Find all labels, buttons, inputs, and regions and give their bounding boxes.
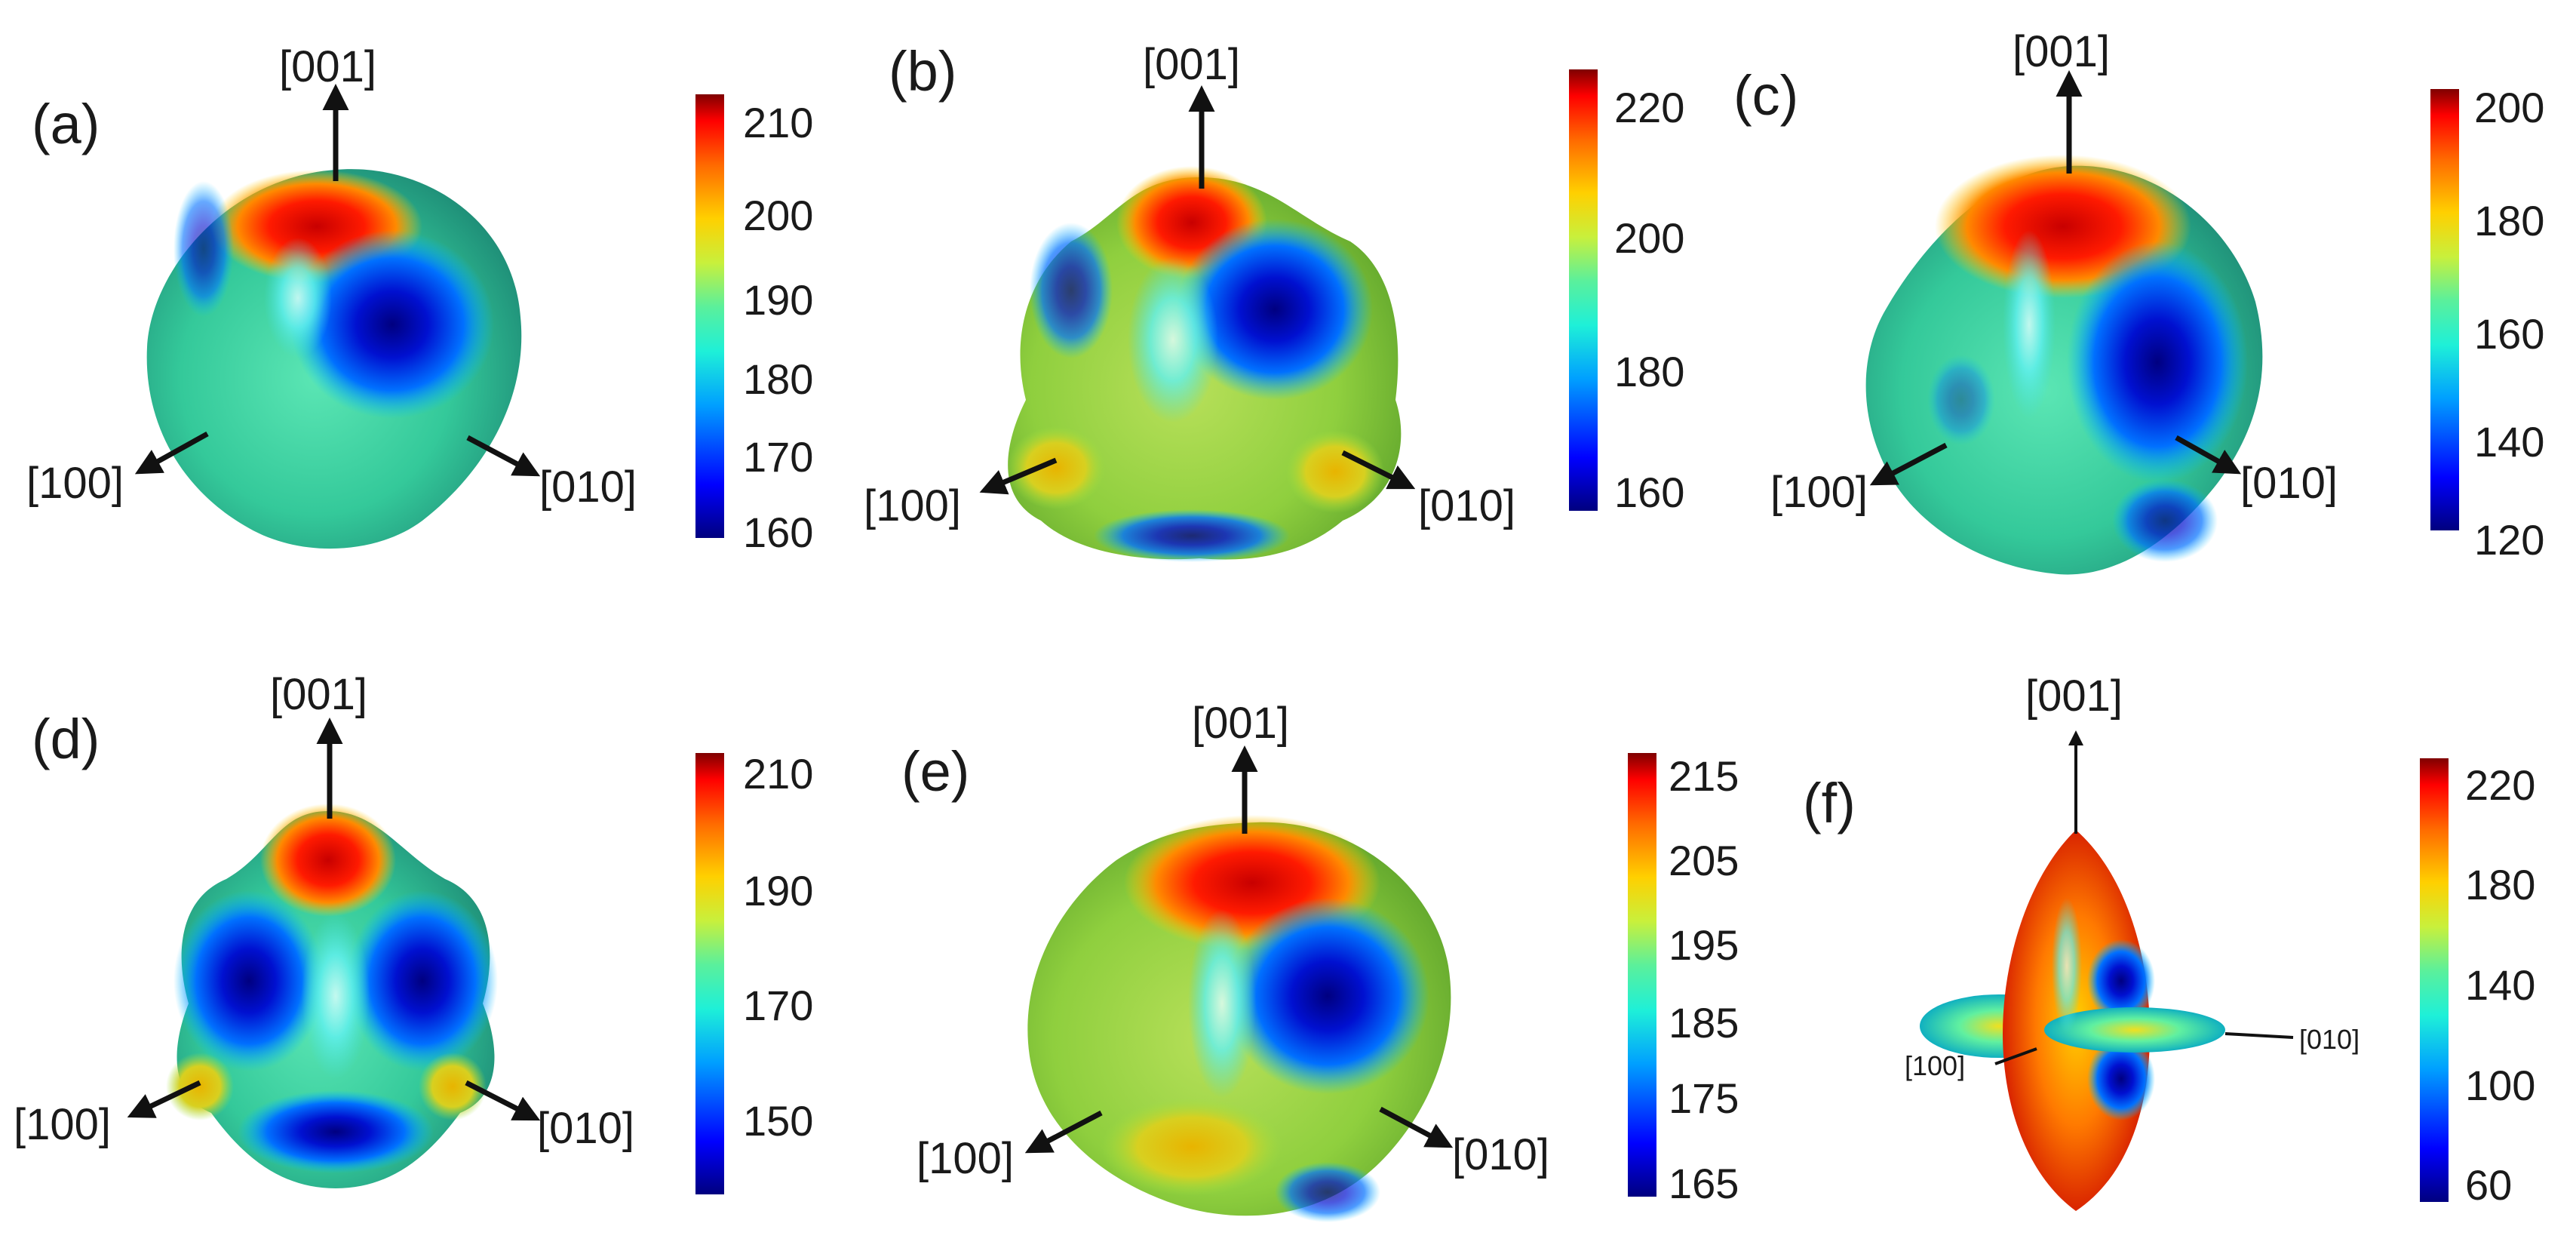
axis-label-100: [100] — [916, 1134, 1014, 1183]
axis-arrow-100 — [127, 1080, 201, 1118]
panel-label: (b) — [889, 40, 956, 103]
surface-shape — [166, 804, 498, 1188]
axis-label-100: [100] — [1905, 1050, 1965, 1081]
axis-arrow-010 — [466, 435, 541, 477]
axis-label-100: [100] — [26, 459, 124, 508]
colorbar-tick: 120 — [2474, 516, 2544, 564]
colorbar-tick: 210 — [743, 750, 813, 798]
axis-label-010: [010] — [539, 463, 637, 512]
colorbar-tick: 190 — [743, 867, 813, 914]
axis-label-010: [010] — [1452, 1130, 1549, 1179]
colorbar: 215 205 195 185 175 165 — [1628, 752, 1739, 1207]
panel-d: (d) [001] [100] [010] 210 190 170 150 — [14, 670, 813, 1194]
colorbar-tick: 175 — [1669, 1074, 1739, 1122]
colorbar-tick: 165 — [1669, 1160, 1739, 1207]
colorbar-tick: 180 — [743, 355, 813, 403]
colorbar-tick: 180 — [2465, 861, 2535, 908]
colorbar-gradient — [2420, 758, 2449, 1202]
axis-arrow-010 — [2175, 435, 2242, 475]
surface-shape — [1007, 166, 1402, 562]
surface-shape — [1865, 155, 2263, 575]
axis-arrow-100 — [1024, 1110, 1103, 1154]
panel-label: (d) — [32, 708, 100, 770]
panel-label: (c) — [1733, 64, 1798, 127]
colorbar-tick: 180 — [1614, 348, 1684, 395]
axis-label-010: [010] — [2240, 459, 2338, 508]
axis-label-010: [010] — [537, 1104, 634, 1153]
axis-label-100: [100] — [14, 1100, 111, 1149]
axis-arrow-100 — [1869, 442, 1948, 486]
panel-label: (f) — [1803, 772, 1856, 834]
axis-arrow-010 — [1341, 450, 1416, 490]
panel-label: (e) — [901, 740, 969, 803]
colorbar-tick: 150 — [743, 1097, 813, 1145]
axis-label-001: [001] — [1192, 699, 1289, 748]
colorbar-tick: 220 — [2465, 761, 2535, 809]
panel-f: (f) [001] [100] [010] 220 180 140 100 60 — [1803, 672, 2535, 1211]
colorbar-tick: 140 — [2465, 961, 2535, 1009]
colorbar: 200 180 160 140 120 — [2430, 84, 2544, 564]
colorbar-tick: 170 — [743, 433, 813, 481]
panel-a: (a) [001] [100] [010] 210 200 190 180 17… — [26, 42, 813, 556]
colorbar: 210 190 170 150 — [695, 750, 813, 1194]
axis-arrow-100 — [1994, 1047, 2037, 1065]
colorbar: 210 200 190 180 170 160 — [695, 94, 813, 556]
colorbar-tick: 200 — [743, 192, 813, 239]
colorbar-tick: 220 — [1614, 84, 1684, 131]
colorbar-gradient — [1628, 753, 1656, 1197]
panel-b: (b) [001] [100] [010] 220 200 180 160 — [864, 40, 1684, 562]
panel-c: (c) [001] [100] [010] 200 180 160 140 12… — [1733, 27, 2544, 575]
axis-arrow-010 — [1379, 1106, 1454, 1148]
colorbar-tick: 190 — [743, 276, 813, 324]
axis-arrow-010 — [465, 1080, 541, 1121]
axis-label-001: [001] — [2013, 27, 2110, 76]
colorbar-gradient — [695, 753, 724, 1194]
colorbar-tick: 170 — [743, 982, 813, 1029]
colorbar-tick: 205 — [1669, 837, 1739, 884]
colorbar-tick: 140 — [2474, 418, 2544, 466]
colorbar-tick: 100 — [2465, 1062, 2535, 1109]
colorbar: 220 180 140 100 60 — [2420, 758, 2535, 1209]
axis-label-001: [001] — [2025, 672, 2123, 721]
colorbar-tick: 160 — [743, 509, 813, 556]
colorbar-tick: 195 — [1669, 921, 1739, 969]
colorbar-tick: 210 — [743, 99, 813, 146]
colorbar-tick: 180 — [2474, 197, 2544, 244]
colorbar-tick: 160 — [2474, 310, 2544, 358]
axis-label-010: [010] — [2299, 1024, 2360, 1055]
axis-label-001: [001] — [270, 670, 367, 719]
surface-shape — [146, 169, 522, 549]
axis-arrow-100 — [134, 431, 209, 475]
panel-label: (a) — [32, 93, 100, 155]
axis-arrow-100 — [979, 457, 1058, 495]
axis-label-001: [001] — [279, 42, 376, 91]
colorbar-gradient — [1569, 69, 1598, 511]
axis-label-010: [010] — [1418, 481, 1515, 530]
colorbar-gradient — [695, 94, 724, 538]
axis-label-100: [100] — [1770, 468, 1868, 517]
colorbar-tick: 200 — [1614, 214, 1684, 262]
panel-e: (e) [001] [100] [010] 215 205 195 185 17… — [901, 699, 1739, 1222]
axis-label-001: [001] — [1143, 40, 1240, 89]
surface-shape — [1920, 830, 2225, 1211]
axis-arrow-010 — [2224, 1032, 2294, 1039]
colorbar-gradient — [2430, 89, 2459, 530]
colorbar-tick: 215 — [1669, 752, 1739, 800]
colorbar-tick: 60 — [2465, 1161, 2512, 1209]
surface-shape — [1027, 815, 1451, 1222]
colorbar: 220 200 180 160 — [1569, 69, 1684, 516]
colorbar-tick: 160 — [1614, 469, 1684, 516]
axis-label-100: [100] — [864, 481, 961, 530]
colorbar-tick: 185 — [1669, 999, 1739, 1047]
colorbar-tick: 200 — [2474, 84, 2544, 131]
